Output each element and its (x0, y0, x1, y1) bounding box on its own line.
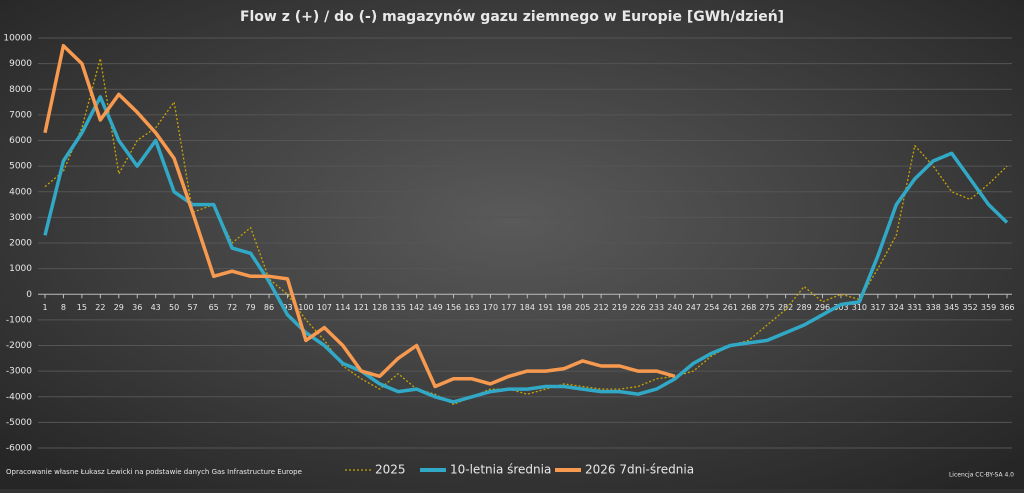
x-tick-label: 100 (298, 303, 313, 312)
x-tick-label: 107 (317, 303, 332, 312)
y-tick-label: 10000 (3, 34, 32, 44)
x-tick-label: 15 (77, 303, 87, 312)
x-tick-label: 191 (538, 303, 553, 312)
license: Licencja CC-BY-SA 4.0 (949, 472, 1014, 479)
x-tick-label: 240 (667, 303, 682, 312)
series-line (44, 57, 1008, 406)
y-tick-label: 8000 (9, 85, 32, 95)
x-tick-label: 65 (209, 303, 219, 312)
series-line (43, 43, 676, 389)
x-tick-label: 142 (409, 303, 424, 312)
x-tick-label: 289 (796, 303, 811, 312)
x-tick-label: 114 (335, 303, 350, 312)
y-tick-label: -5000 (6, 418, 32, 428)
y-tick-label: -2000 (6, 341, 32, 351)
y-tick-label: 4000 (9, 187, 32, 197)
x-tick-label: 338 (926, 303, 941, 312)
x-tick-label: 170 (483, 303, 498, 312)
x-tick-label: 268 (741, 303, 756, 312)
y-tick-label: -3000 (6, 367, 32, 377)
x-tick-label: 310 (852, 303, 867, 312)
x-tick-label: 163 (464, 303, 479, 312)
y-tick-label: 2000 (9, 239, 32, 249)
x-tick-label: 233 (649, 303, 664, 312)
x-tick-label: 79 (245, 303, 255, 312)
x-tick-label: 303 (833, 303, 848, 312)
x-tick-label: 352 (962, 303, 977, 312)
x-tick-label: 254 (704, 303, 719, 312)
x-tick-label: 1 (42, 303, 47, 312)
x-tick-label: 219 (612, 303, 627, 312)
x-tick-label: 261 (723, 303, 738, 312)
x-tick-label: 184 (520, 303, 535, 312)
y-tick-label: 5000 (9, 162, 32, 172)
y-tick-label: -1000 (6, 315, 32, 325)
x-tick-label: 198 (557, 303, 572, 312)
legend-label: 10-letnia średnia (450, 463, 551, 477)
source: Opracowanie własne Łukasz Lewicki na pod… (6, 468, 302, 476)
series-line (43, 95, 1009, 404)
y-tick-label: 3000 (9, 213, 32, 223)
x-tick-label: 29 (114, 303, 124, 312)
x-tick-label: 359 (981, 303, 996, 312)
x-tick-label: 247 (686, 303, 701, 312)
x-tick-label: 43 (151, 303, 161, 312)
chart-title: Flow z (+) / do (-) magazynów gazu ziemn… (240, 9, 784, 25)
x-tick-label: 50 (169, 303, 179, 312)
x-tick-label: 296 (815, 303, 830, 312)
x-tick-label: 177 (501, 303, 516, 312)
x-tick-label: 121 (354, 303, 369, 312)
x-tick-label: 72 (227, 303, 237, 312)
y-tick-label: 0 (26, 290, 32, 300)
x-tick-label: 22 (95, 303, 105, 312)
x-tick-label: 36 (132, 303, 142, 312)
x-tick-label: 317 (870, 303, 885, 312)
x-tick-label: 345 (944, 303, 959, 312)
x-tick-label: 212 (593, 303, 608, 312)
x-tick-label: 149 (427, 303, 442, 312)
x-tick-label: 135 (391, 303, 406, 312)
x-tick-label: 324 (889, 303, 904, 312)
y-tick-label: 6000 (9, 136, 32, 146)
legend-label: 2025 (375, 463, 406, 477)
x-tick-label: 93 (282, 303, 292, 312)
y-tick-label: 9000 (9, 59, 32, 69)
y-tick-label: -4000 (6, 392, 32, 402)
x-tick-label: 128 (372, 303, 387, 312)
x-tick-label: 57 (188, 303, 198, 312)
x-tick-label: 282 (778, 303, 793, 312)
x-tick-label: 331 (907, 303, 922, 312)
x-tick-label: 226 (630, 303, 645, 312)
y-tick-label: 1000 (9, 264, 32, 274)
y-tick-label: 7000 (9, 110, 32, 120)
x-tick-label: 366 (999, 303, 1014, 312)
x-tick-label: 205 (575, 303, 590, 312)
legend-label: 2026 7dni-średnia (585, 463, 694, 477)
x-tick-label: 275 (760, 303, 775, 312)
x-tick-label: 156 (446, 303, 461, 312)
y-tick-label: -6000 (6, 444, 32, 454)
x-tick-label: 8 (61, 303, 66, 312)
x-tick-label: 86 (264, 303, 274, 312)
